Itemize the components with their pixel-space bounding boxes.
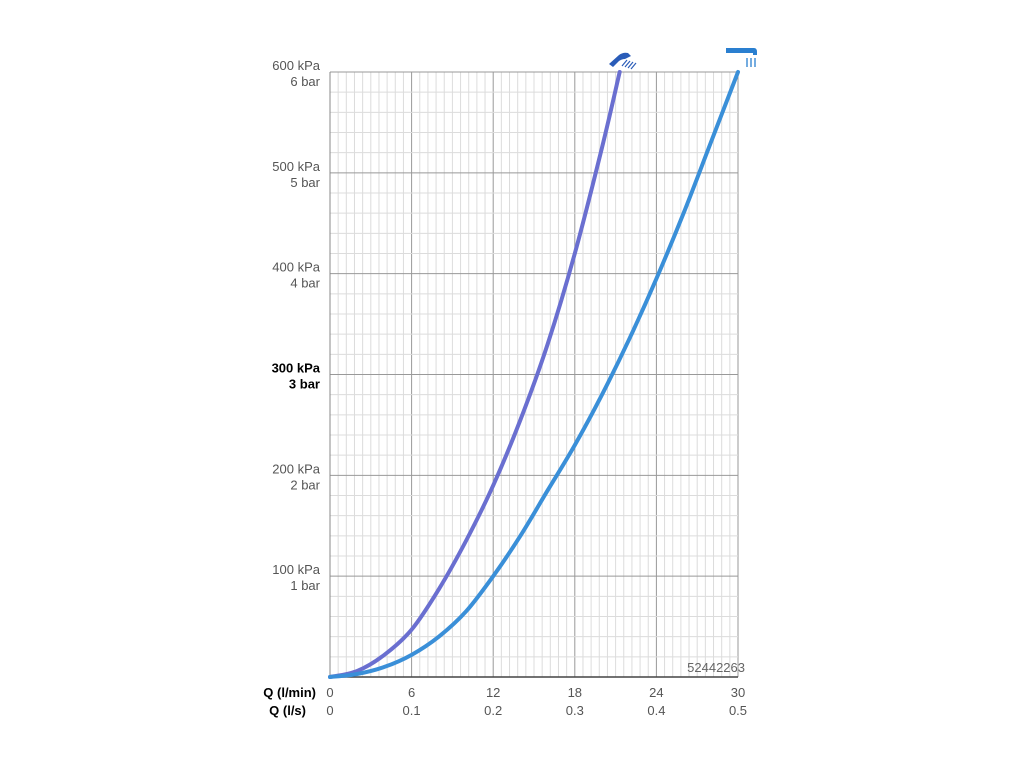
x-tick-label: 18 bbox=[568, 685, 582, 700]
x-axis-labels: Q (l/min) Q (l/s) 0 6 12 18 24 30 0 0.1 0.2 0.3 0.… bbox=[263, 685, 747, 718]
x2-tick-label: 0.3 bbox=[566, 703, 584, 718]
y-tick-label-kpa: 500 kPa bbox=[272, 159, 320, 174]
x-tick-label: 30 bbox=[731, 685, 745, 700]
y-tick-label-kpa: 600 kPa bbox=[272, 58, 320, 73]
x2-tick-label: 0 bbox=[326, 703, 333, 718]
series-line-1 bbox=[328, 70, 622, 679]
y-tick-label-bar: 5 bar bbox=[290, 175, 320, 190]
chart-grid bbox=[329, 71, 739, 678]
x-tick-label: 24 bbox=[649, 685, 663, 700]
x2-tick-label: 0.5 bbox=[729, 703, 747, 718]
y-tick-label-bar: 4 bar bbox=[290, 276, 320, 291]
series-line-2 bbox=[328, 70, 740, 679]
chart-code-label: 52442263 bbox=[687, 660, 745, 675]
x2-tick-label: 0.4 bbox=[647, 703, 665, 718]
y-tick-label-kpa: 200 kPa bbox=[272, 461, 320, 476]
chart-curves bbox=[328, 70, 740, 679]
x2-tick-label: 0.2 bbox=[484, 703, 502, 718]
y-tick-label-kpa: 400 kPa bbox=[272, 260, 320, 275]
y-tick-label-bar: 1 bar bbox=[290, 578, 320, 593]
x-axis-unit-label: Q (l/min) bbox=[263, 685, 316, 700]
x-tick-label: 12 bbox=[486, 685, 500, 700]
x2-tick-label: 0.1 bbox=[403, 703, 421, 718]
x2-axis-unit-label: Q (l/s) bbox=[269, 703, 306, 718]
x-tick-label: 0 bbox=[326, 685, 333, 700]
y-tick-label-kpa: 300 kPa bbox=[272, 361, 321, 376]
y-tick-label-kpa: 100 kPa bbox=[272, 562, 320, 577]
x-tick-label: 6 bbox=[408, 685, 415, 700]
y-tick-label-bar: 6 bar bbox=[290, 74, 320, 89]
y-tick-label-bar: 3 bar bbox=[289, 377, 320, 392]
angled-hand-shower-icon bbox=[609, 52, 637, 70]
straight-spout-icon bbox=[726, 48, 757, 67]
y-tick-label-bar: 2 bar bbox=[290, 477, 320, 492]
